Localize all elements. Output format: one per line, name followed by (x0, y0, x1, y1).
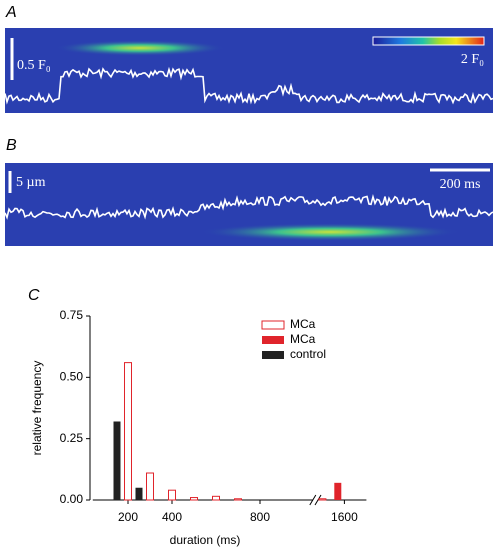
legend-swatch (261, 320, 285, 330)
legend-swatch (262, 336, 284, 344)
time-label: 200 ms (440, 177, 481, 192)
panel-b: B 5 µm 200 ms (4, 137, 494, 246)
axis-break (314, 494, 322, 506)
x-tick-label: 200 (118, 510, 138, 524)
x-tick-label: 1600 (331, 510, 358, 524)
axis-break (309, 494, 317, 506)
bar (190, 497, 198, 501)
legend-label: MCa (290, 332, 316, 346)
x-tick-label: 400 (162, 510, 182, 524)
bar (146, 472, 154, 501)
bar (212, 495, 220, 501)
legend-swatch (262, 351, 284, 359)
bar (334, 482, 342, 500)
bar (318, 498, 327, 501)
trace (4, 194, 494, 220)
y-tick-label: 0.50 (60, 370, 84, 384)
y-axis-label: relative frequency (30, 361, 44, 456)
spark (200, 223, 460, 241)
colorbar-label: 2 F₀ (461, 52, 484, 67)
y-tick-label: 0.75 (60, 308, 84, 322)
x-axis-label: duration (ms) (170, 533, 241, 547)
legend-label: control (290, 347, 326, 361)
y-tick-label: 0.00 (60, 492, 84, 506)
bar (135, 487, 143, 500)
panel-a: A 0.5 F₀ 2 F₀ (4, 4, 494, 113)
colorbar (372, 36, 485, 46)
bar (234, 498, 242, 501)
x-tick-label: 800 (250, 510, 270, 524)
bar (168, 489, 176, 501)
bar (113, 421, 121, 500)
panel-label: C (28, 287, 40, 304)
panel-label: B (6, 137, 17, 154)
panel-label: A (5, 4, 17, 21)
legend-label: MCa (290, 317, 316, 331)
bar (124, 362, 132, 501)
scale-label: 5 µm (16, 175, 46, 190)
scale-label: 0.5 F₀ (17, 58, 51, 73)
spark (55, 40, 225, 56)
trace (4, 66, 494, 105)
y-tick-label: 0.25 (60, 431, 84, 445)
